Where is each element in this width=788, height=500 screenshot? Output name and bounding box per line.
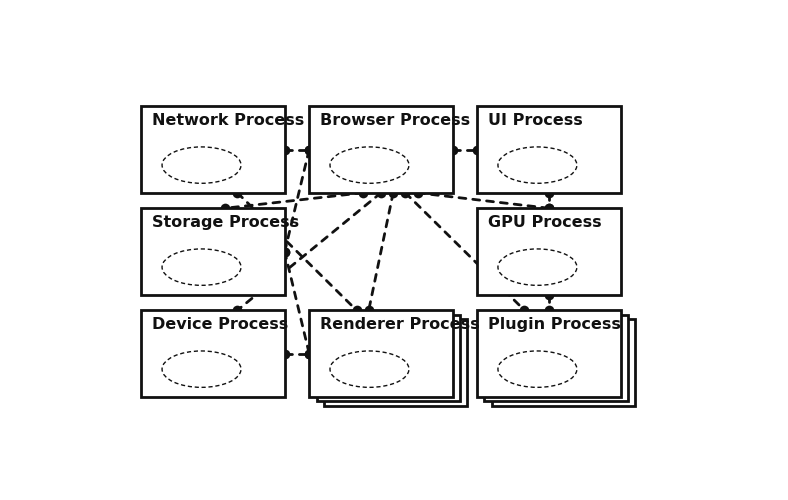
- FancyBboxPatch shape: [492, 320, 635, 406]
- Text: Network Process: Network Process: [152, 113, 304, 128]
- FancyBboxPatch shape: [485, 315, 628, 402]
- Text: UI Process: UI Process: [488, 113, 583, 128]
- FancyBboxPatch shape: [477, 106, 621, 193]
- FancyBboxPatch shape: [141, 106, 284, 193]
- FancyBboxPatch shape: [141, 310, 284, 397]
- Text: Storage Process: Storage Process: [152, 215, 299, 230]
- Text: GPU Process: GPU Process: [488, 215, 602, 230]
- FancyBboxPatch shape: [309, 310, 452, 397]
- Text: Device Process: Device Process: [152, 317, 288, 332]
- FancyBboxPatch shape: [324, 320, 467, 406]
- FancyBboxPatch shape: [477, 208, 621, 295]
- Text: Browser Process: Browser Process: [320, 113, 470, 128]
- FancyBboxPatch shape: [317, 315, 460, 402]
- FancyBboxPatch shape: [477, 310, 621, 397]
- FancyBboxPatch shape: [141, 208, 284, 295]
- Text: Plugin Process: Plugin Process: [488, 317, 621, 332]
- Text: Renderer Process: Renderer Process: [320, 317, 480, 332]
- FancyBboxPatch shape: [309, 106, 452, 193]
